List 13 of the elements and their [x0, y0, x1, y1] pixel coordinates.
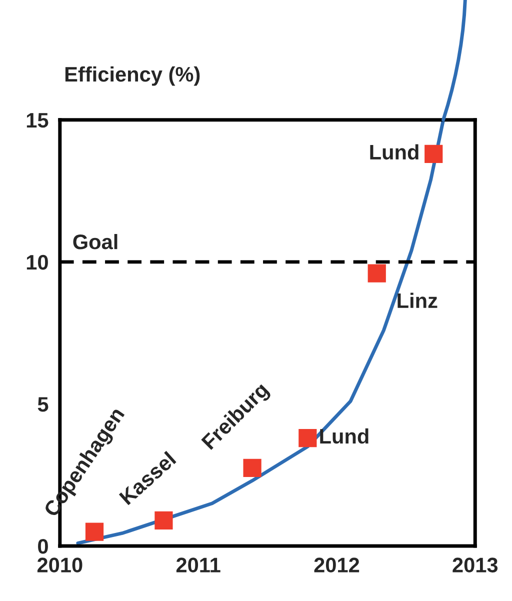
annotation: Lund [320, 428, 368, 444]
x-tick-label: 2013 [452, 558, 498, 572]
annotation: Lund [370, 144, 418, 160]
y-tick-label: 5 [38, 397, 48, 412]
ref-line-label: Goal [73, 234, 118, 250]
x-tick-label: 2012 [314, 558, 360, 572]
y-tick-label: 0 [38, 539, 48, 554]
annotation: Linz [398, 292, 438, 308]
y-tick-label: 15 [26, 113, 48, 128]
y-axis-title: Efficiency (%) [65, 66, 200, 86]
x-tick-label: 2010 [37, 558, 82, 572]
x-tick-label: 2011 [176, 558, 220, 572]
y-tick-label: 10 [26, 254, 48, 270]
